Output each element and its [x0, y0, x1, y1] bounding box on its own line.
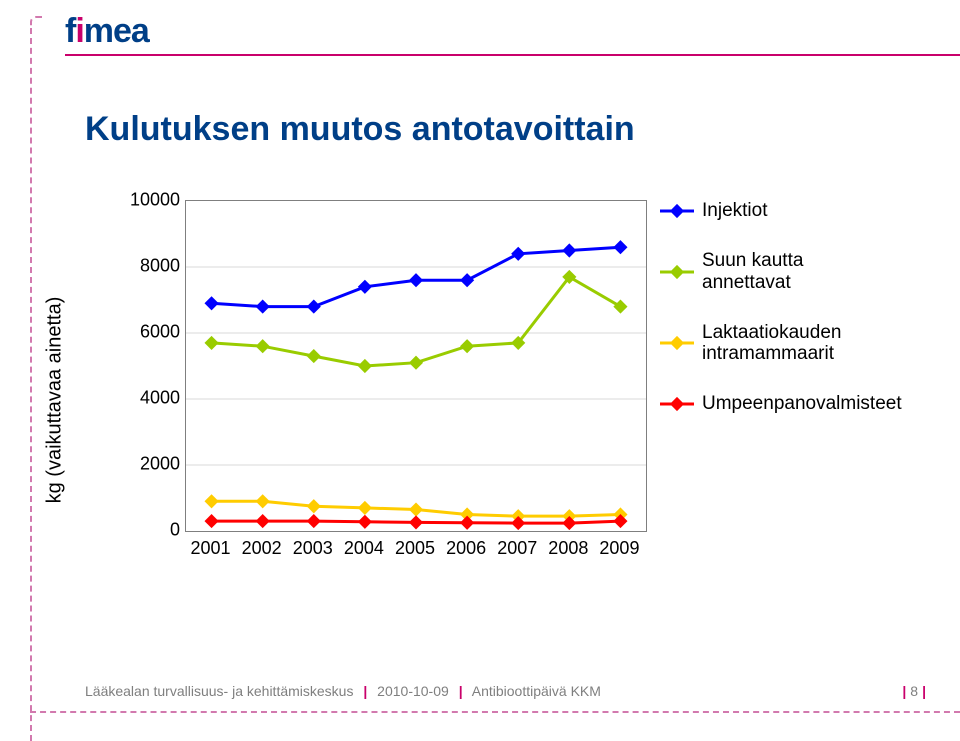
- border-left: [30, 28, 32, 741]
- legend-marker: [660, 204, 694, 218]
- x-tick-label: 2001: [191, 538, 231, 559]
- y-tick-label: 4000: [140, 388, 180, 409]
- y-tick-label: 0: [170, 520, 180, 541]
- x-tick-label: 2009: [599, 538, 639, 559]
- footer-date: 2010-10-09: [377, 683, 449, 699]
- footer: Lääkealan turvallisuus- ja kehittämiskes…: [85, 683, 601, 699]
- header-rule: [65, 54, 960, 56]
- separator: |: [459, 683, 463, 699]
- header: fimea: [0, 0, 960, 58]
- border-bottom: [30, 711, 960, 713]
- legend-label: Suun kautta annettavat: [702, 250, 885, 294]
- plot-area: [185, 200, 647, 532]
- x-tick-label: 2008: [548, 538, 588, 559]
- page-title: Kulutuksen muutos antotavoittain: [85, 110, 635, 149]
- legend-marker: [660, 336, 694, 350]
- legend-item: Laktaatiokauden intramammaarit: [660, 322, 885, 366]
- footer-event: Antibioottipäivä KKM: [472, 683, 601, 699]
- x-axis-labels: 2001 2002 2003 2004 2005 2006 2007 2008 2009: [185, 538, 645, 562]
- x-tick-label: 2006: [446, 538, 486, 559]
- logo: fimea: [65, 12, 149, 51]
- legend-label: Injektiot: [702, 200, 767, 222]
- y-tick-label: 2000: [140, 454, 180, 475]
- separator: |: [363, 683, 367, 699]
- legend-item: Umpeenpanovalmisteet: [660, 393, 885, 415]
- y-tick-label: 10000: [130, 190, 180, 211]
- x-tick-label: 2004: [344, 538, 384, 559]
- footer-org: Lääkealan turvallisuus- ja kehittämiskes…: [85, 683, 353, 699]
- y-axis-labels: 0200040006000800010000: [125, 200, 180, 530]
- page-number-value: 8: [910, 683, 918, 699]
- legend-marker: [660, 397, 694, 411]
- legend-marker: [660, 265, 694, 279]
- x-tick-label: 2007: [497, 538, 537, 559]
- legend-item: Suun kautta annettavat: [660, 250, 885, 294]
- x-tick-label: 2003: [293, 538, 333, 559]
- y-tick-label: 6000: [140, 322, 180, 343]
- legend: Injektiot Suun kautta annettavat Laktaatio…: [660, 200, 885, 443]
- legend-label: Umpeenpanovalmisteet: [702, 393, 902, 415]
- x-tick-label: 2005: [395, 538, 435, 559]
- page-number: |8|: [898, 683, 930, 699]
- y-tick-label: 8000: [140, 256, 180, 277]
- x-tick-label: 2002: [242, 538, 282, 559]
- chart: kg (vaikuttavaa ainetta) 020004000600080…: [85, 200, 885, 600]
- legend-item: Injektiot: [660, 200, 885, 222]
- legend-label: Laktaatiokauden intramammaarit: [702, 322, 885, 366]
- y-axis-title: kg (vaikuttavaa ainetta): [44, 297, 67, 504]
